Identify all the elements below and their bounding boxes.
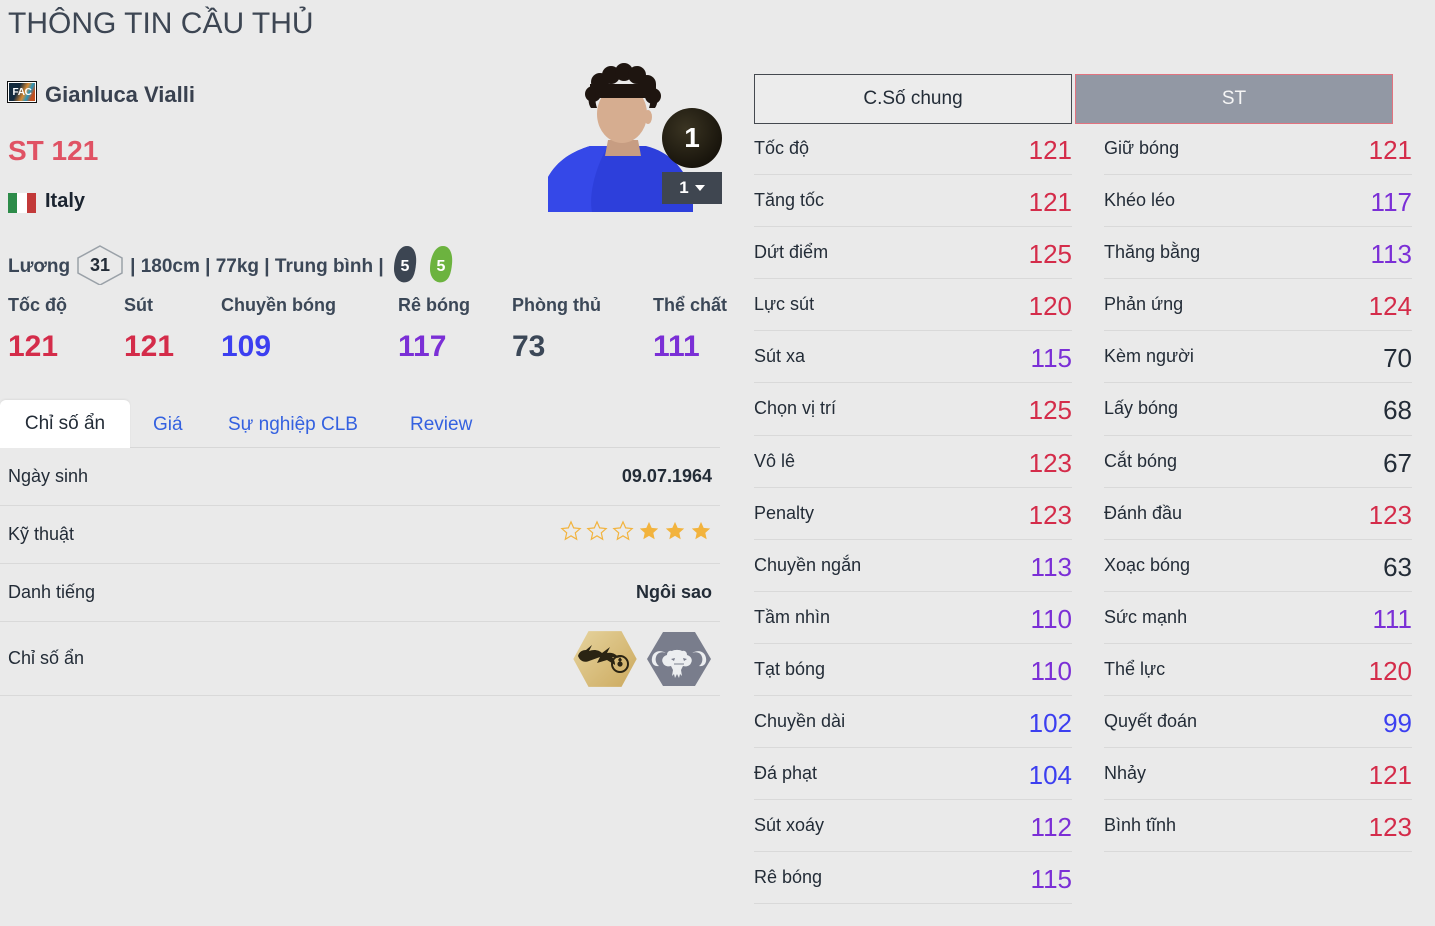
svg-text:31: 31 [90, 255, 110, 275]
svg-text:5: 5 [436, 258, 445, 275]
svg-text:5: 5 [400, 258, 409, 275]
